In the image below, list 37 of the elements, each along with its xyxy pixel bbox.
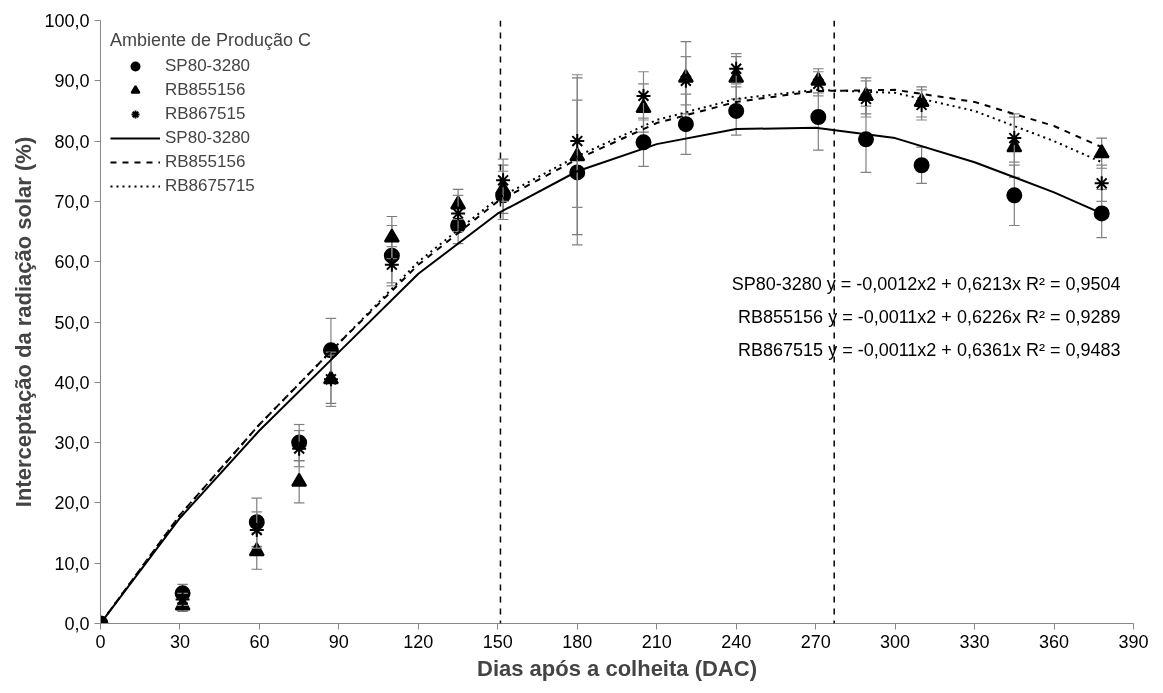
x-tick-label: 300: [880, 631, 911, 652]
legend-label: SP80-3280: [165, 56, 251, 76]
y-tick-label: 50,0: [54, 312, 90, 333]
x-tick-label: 120: [403, 631, 434, 652]
x-tick-label: 0: [95, 631, 106, 652]
y-tick-label: 90,0: [54, 71, 90, 92]
y-tick-label: 30,0: [54, 433, 90, 454]
legend-label: RB855156: [165, 152, 246, 172]
y-tick-label: 40,0: [54, 372, 90, 393]
x-tick-label: 360: [1039, 631, 1070, 652]
legend-title: Ambiente de Produção C: [110, 30, 312, 51]
y-tick-label: 80,0: [54, 131, 90, 152]
x-axis-title: Dias após a colheita (DAC): [477, 655, 757, 681]
x-tick-label: 150: [482, 631, 513, 652]
x-tick-label: 90: [328, 631, 349, 652]
x-tick-label: 30: [169, 631, 190, 652]
annotation: SP80-3280 y = -0,0012x2 + 0,6213x R² = 0,9504: [731, 273, 1121, 294]
x-tick-label: 210: [641, 631, 672, 652]
x-tick-label: 60: [249, 631, 270, 652]
y-tick-label: 20,0: [54, 493, 90, 514]
legend-label: SP80-3280: [165, 128, 251, 148]
legend-label: RB8675715: [165, 176, 255, 196]
x-tick-label: 390: [1118, 631, 1149, 652]
y-tick-label: 10,0: [54, 553, 90, 574]
legend-label: RB855156: [165, 80, 246, 100]
x-tick-label: 240: [721, 631, 752, 652]
x-tick-label: 180: [562, 631, 593, 652]
annotation: RB855156 y = -0,0011x2 + 0,6226x R² = 0,9289: [738, 306, 1121, 327]
x-tick-label: 270: [800, 631, 831, 652]
y-tick-label: 0,0: [64, 614, 90, 634]
y-tick-label: 60,0: [54, 252, 90, 273]
x-tick-label: 330: [959, 631, 990, 652]
legend-label: RB867515: [165, 104, 246, 124]
y-axis-title: Interceptação da radiação solar (%): [11, 136, 37, 508]
y-tick-label: 70,0: [54, 191, 90, 212]
annotation: RB867515 y = -0,0011x2 + 0,6361x R² = 0,9483: [738, 339, 1121, 360]
y-tick-label: 100,0: [44, 11, 90, 31]
